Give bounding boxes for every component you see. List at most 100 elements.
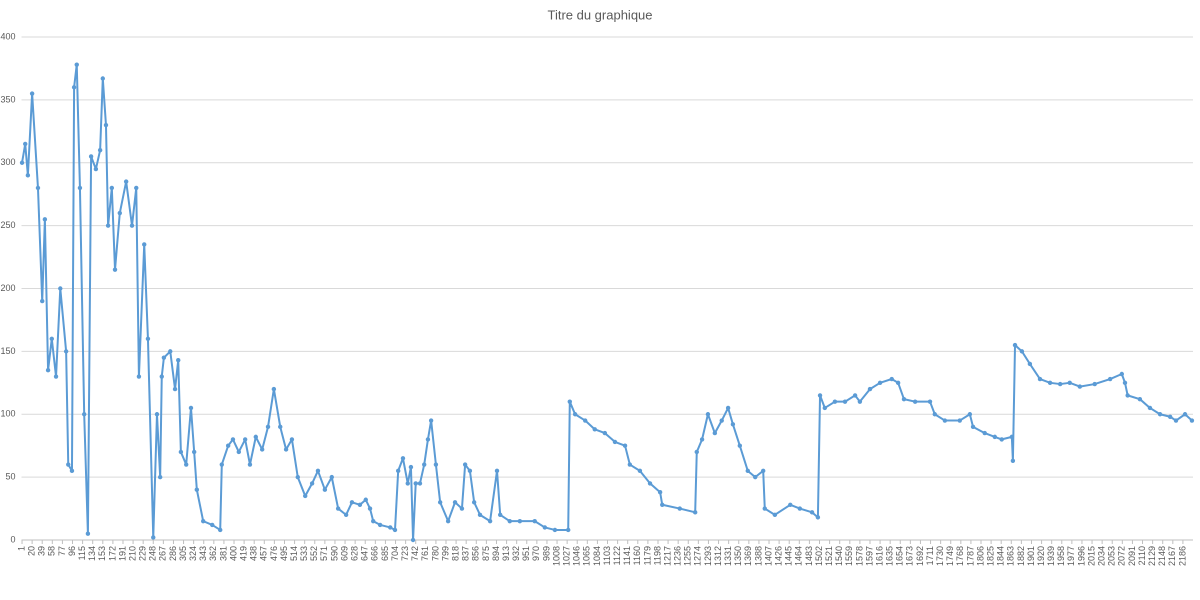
point — [877, 380, 883, 386]
x-tick-label: 704 — [390, 546, 400, 561]
series-line — [21, 63, 1193, 541]
x-tick-label: 1996 — [1076, 546, 1086, 566]
point — [58, 286, 63, 291]
x-tick-label: 970 — [531, 546, 541, 561]
x-tick-label: 438 — [249, 546, 259, 561]
x-tick-label: 400 — [228, 546, 238, 561]
point — [572, 412, 578, 417]
x-tick-label: 1825 — [985, 546, 995, 566]
point — [487, 518, 493, 524]
x-tick-label: 229 — [138, 546, 148, 561]
point — [157, 474, 163, 480]
point — [815, 515, 821, 520]
x-tick-label: 1388 — [753, 546, 763, 566]
x-tick-label: 1160 — [632, 546, 642, 565]
point — [1173, 418, 1179, 423]
x-tick-label: 1882 — [1016, 546, 1026, 566]
point — [760, 468, 766, 474]
point — [363, 497, 368, 502]
x-tick-label: 2167 — [1167, 546, 1177, 566]
point — [692, 510, 698, 515]
point — [97, 147, 103, 153]
point — [219, 462, 224, 467]
x-tick-label: 1293 — [703, 546, 713, 566]
point — [283, 447, 289, 452]
x-tick-label: 1730 — [935, 546, 945, 566]
x-tick-label: 761 — [420, 546, 430, 561]
y-tick-label: 200 — [0, 283, 15, 293]
point — [42, 217, 48, 222]
point — [622, 443, 628, 448]
point — [388, 525, 393, 530]
x-tick-label: 1711 — [925, 546, 935, 565]
x-tick-label: 2148 — [1157, 546, 1167, 566]
x-tick-label: 1198 — [652, 546, 662, 565]
x-tick-label: 115 — [77, 546, 87, 560]
point — [517, 518, 523, 524]
x-tick-label: 837 — [461, 546, 471, 561]
point — [637, 468, 643, 474]
point — [161, 355, 167, 360]
point — [932, 412, 937, 417]
x-tick-label: 1407 — [763, 546, 773, 566]
point — [1019, 349, 1025, 354]
point — [112, 267, 118, 272]
point — [191, 449, 197, 455]
point — [1189, 418, 1195, 423]
x-tick-label: 1103 — [602, 546, 612, 565]
x-tick-label: 1274 — [693, 546, 703, 566]
point — [967, 412, 973, 417]
point — [772, 512, 778, 518]
point — [422, 462, 427, 467]
point — [942, 418, 948, 423]
x-tick-label: 1749 — [945, 546, 955, 566]
point — [867, 386, 873, 392]
x-tick-label: 1692 — [915, 546, 925, 566]
point — [123, 179, 129, 184]
x-tick-label: 58 — [47, 546, 57, 556]
point — [1009, 434, 1015, 440]
x-tick-label: 723 — [400, 546, 410, 561]
point — [1057, 381, 1063, 387]
x-tick-label: 1901 — [1026, 546, 1036, 566]
point — [842, 399, 848, 404]
point — [188, 405, 194, 411]
point — [265, 424, 271, 430]
point — [210, 522, 215, 528]
point — [103, 122, 109, 128]
point — [999, 437, 1004, 442]
x-tick-label: 571 — [319, 546, 329, 561]
x-tick-label: 742 — [410, 546, 420, 561]
point — [29, 91, 35, 96]
x-tick-label: 1844 — [996, 546, 1006, 566]
point — [176, 357, 181, 363]
x-tick-label: 1046 — [572, 546, 582, 566]
x-tick-label: 1958 — [1056, 546, 1066, 566]
point — [660, 502, 665, 507]
x-tick-label: 1787 — [965, 546, 975, 566]
x-tick-label: 932 — [511, 546, 521, 561]
point — [367, 506, 373, 511]
x-tick-label: 1426 — [773, 546, 783, 566]
point — [901, 396, 907, 402]
x-tick-label: 495 — [279, 546, 289, 561]
point — [134, 185, 139, 191]
x-tick-label: 1369 — [743, 546, 753, 566]
point — [1122, 380, 1128, 386]
x-tick-label: 248 — [148, 546, 158, 561]
point — [566, 527, 571, 533]
point — [335, 506, 341, 511]
point — [145, 336, 151, 341]
x-tick-label: 685 — [380, 546, 390, 561]
point — [462, 462, 468, 467]
x-tick-label: 1578 — [854, 546, 864, 566]
point — [494, 468, 500, 474]
point — [927, 399, 933, 404]
point — [1157, 412, 1163, 417]
chart-title: Titre du graphique — [547, 7, 652, 22]
x-tick-label: 191 — [117, 546, 127, 561]
x-tick-label: 362 — [208, 546, 218, 561]
x-tick-label: 1559 — [844, 546, 854, 566]
point — [822, 405, 828, 411]
point — [459, 506, 465, 511]
